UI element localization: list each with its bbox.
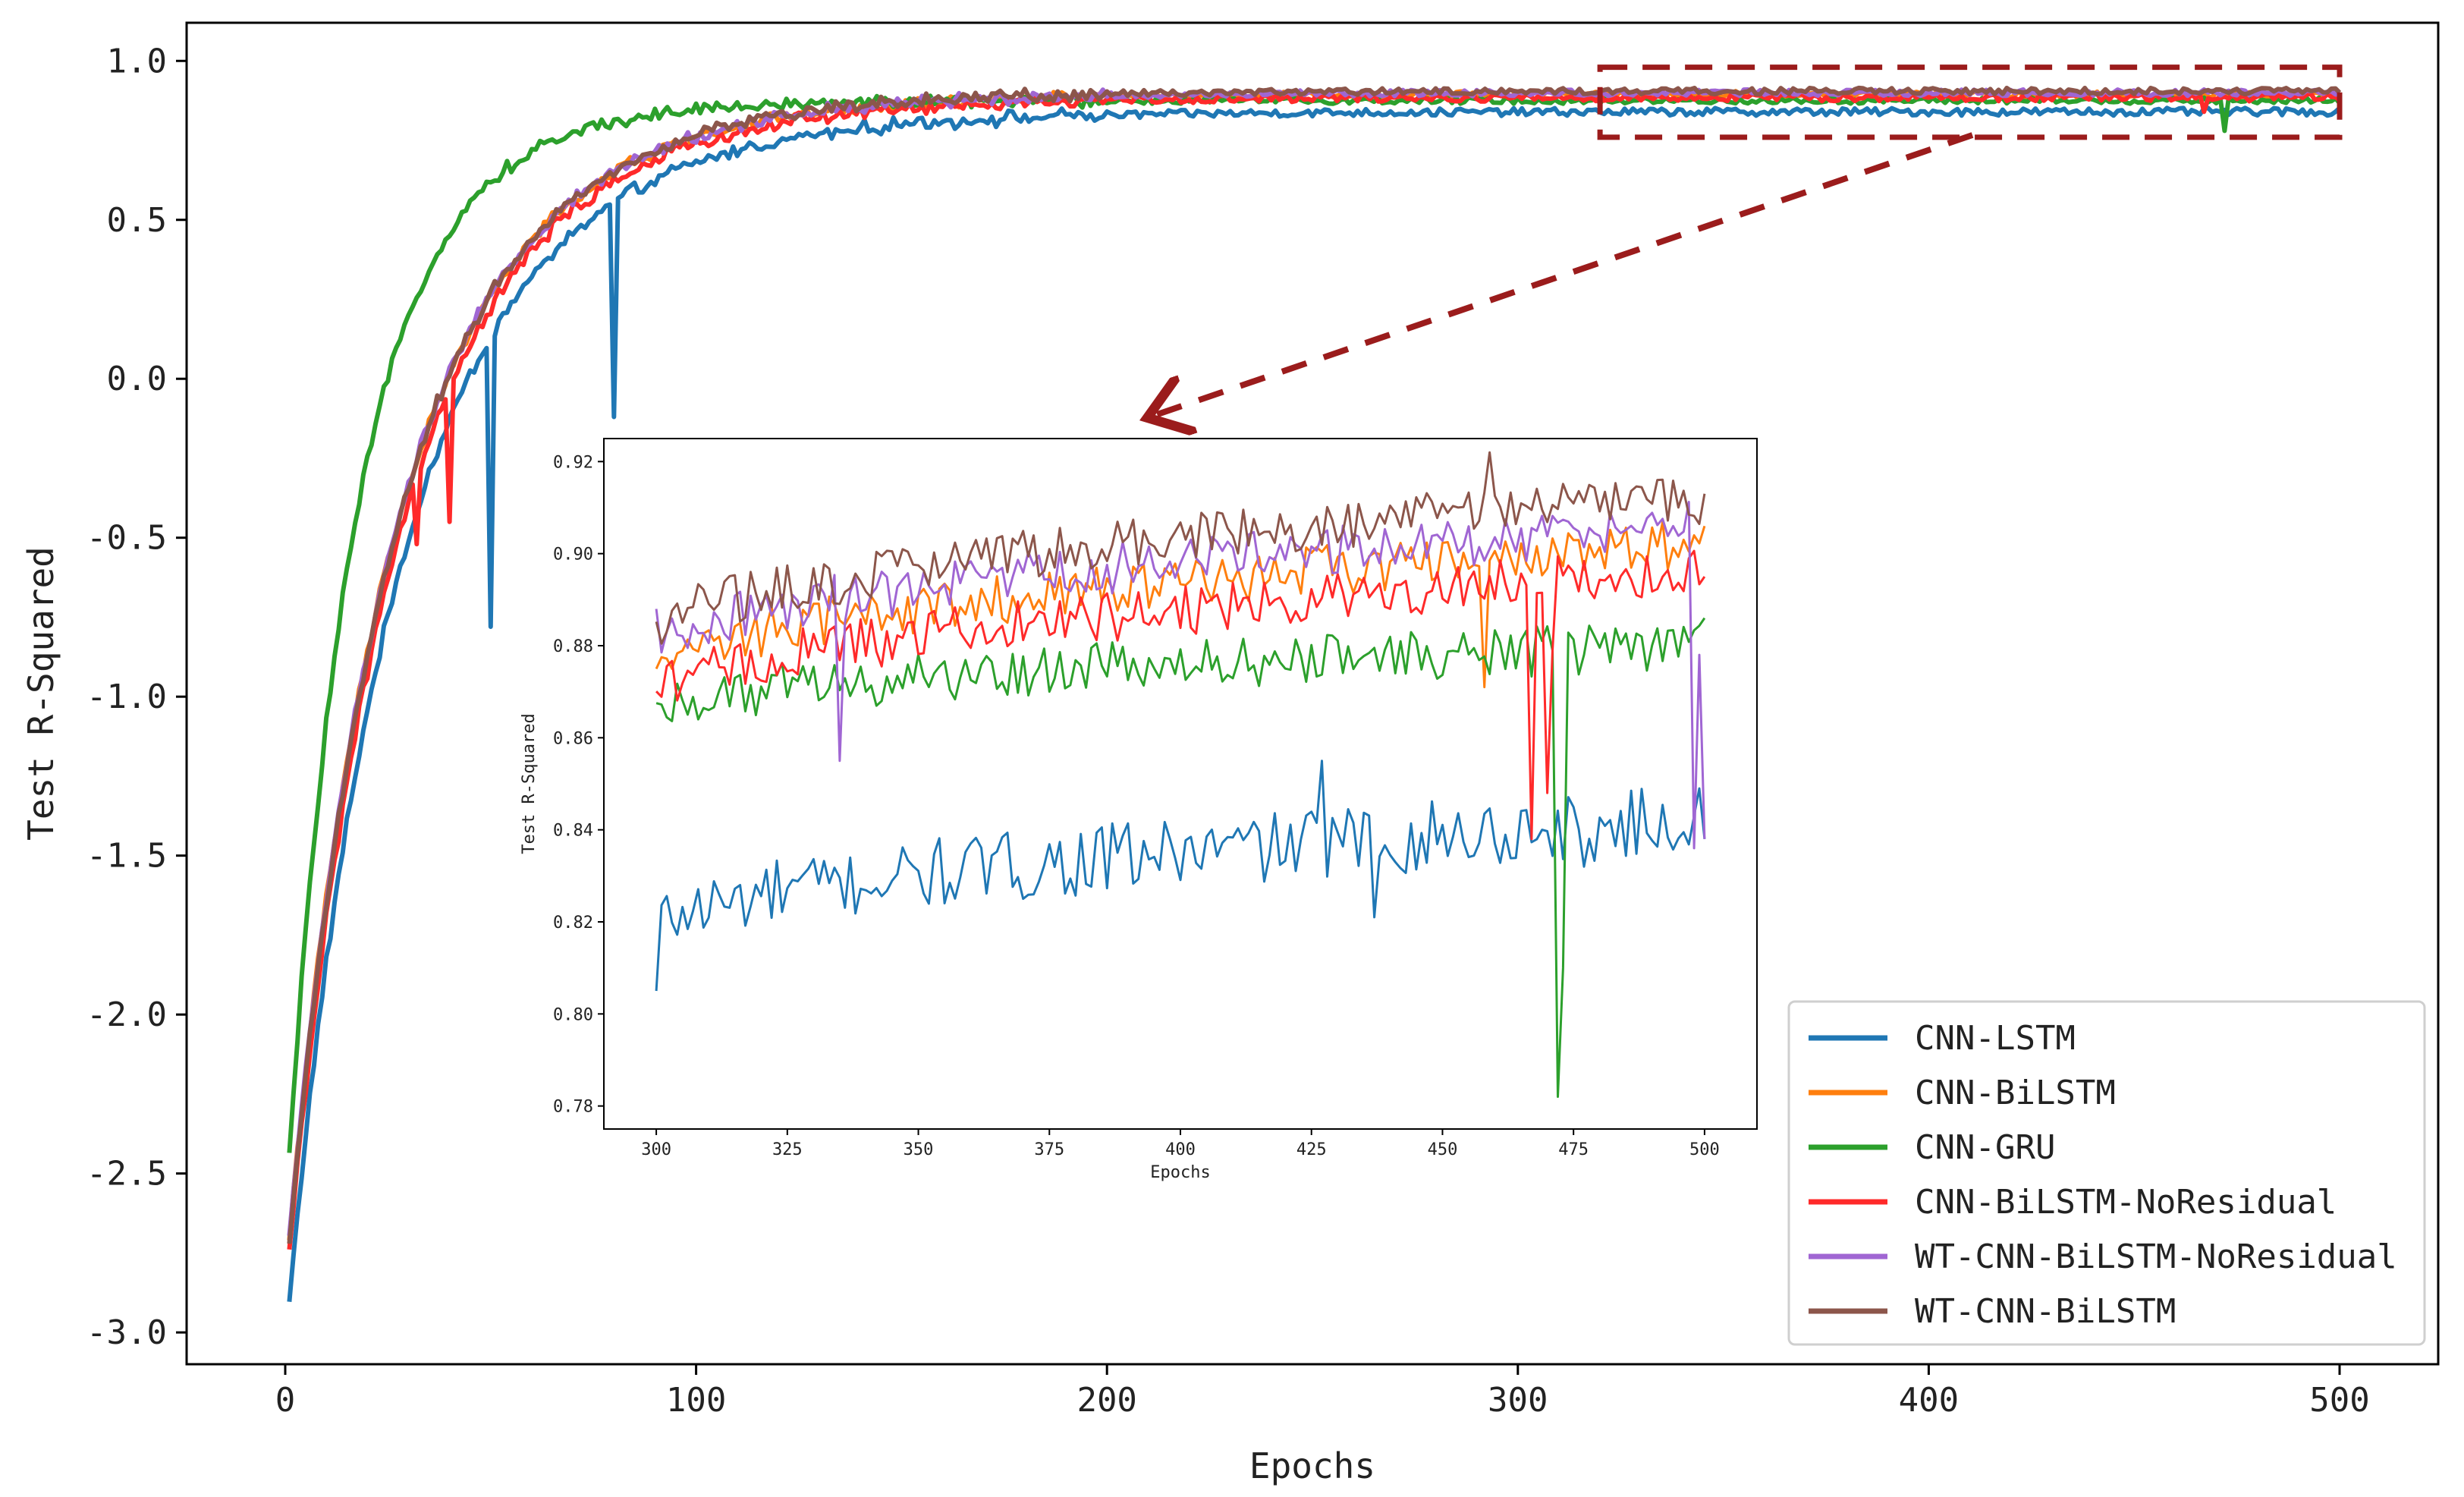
main-series-line-cnn-lstm [287, 105, 2342, 1302]
inset-x-tick-label: 325 [772, 1140, 803, 1159]
inset-x-tick-label: 400 [1165, 1140, 1196, 1159]
inset-y-tick-label: 0.84 [553, 822, 593, 841]
inset-y-tick-label: 0.88 [553, 637, 593, 656]
inset-frame [603, 438, 1758, 1130]
main-x-tick-label: 400 [1899, 1381, 1959, 1420]
main-series-line-wt-cnn-bilstm [287, 85, 2342, 1244]
zoom-arrow [1153, 132, 1974, 416]
inset-x-tick-label: 375 [1034, 1140, 1064, 1159]
inset-y-tick-label: 0.82 [553, 914, 593, 932]
legend-box [1787, 1000, 2426, 1346]
inset-y-tick-label: 0.92 [553, 453, 593, 472]
legend-entry-label: WT-CNN-BiLSTM [1915, 1292, 2176, 1331]
main-series-line-cnn-bilstm-noresidual [287, 91, 2341, 1250]
inset-x-tick-label: 475 [1558, 1140, 1589, 1159]
main-x-tick-label: 200 [1076, 1381, 1136, 1420]
legend-entry-label: CNN-GRU [1915, 1128, 2055, 1167]
inset-series-line-wt-cnn-bilstm-noresidual [655, 501, 1706, 850]
main-x-tick-label: 100 [666, 1381, 726, 1420]
main-y-tick-label: 0.0 [107, 360, 167, 398]
main-x-axis-label: Epochs [1249, 1445, 1375, 1486]
inset-series-line-cnn-lstm [655, 760, 1706, 992]
main-x-tick-label: 300 [1488, 1381, 1548, 1420]
inset-x-tick-label: 350 [904, 1140, 934, 1159]
main-x-tick-label: 500 [2309, 1381, 2369, 1420]
legend-entry-label: WT-CNN-BiLSTM-NoResidual [1915, 1238, 2397, 1276]
inset-y-tick-label: 0.86 [553, 729, 593, 748]
legend: CNN-LSTM CNN-BiLSTM CNN-GRU CNN-BiLSTM-NoRe… [1809, 1019, 2397, 1331]
inset-series-line-cnn-gru [655, 617, 1706, 1098]
main-y-tick-label: 1.0 [107, 42, 167, 80]
main-y-tick-label: -3.0 [86, 1313, 167, 1352]
inset-series-line-wt-cnn-bilstm [655, 451, 1706, 645]
main-x-tick-label: 0 [275, 1381, 296, 1420]
inset-ticks: 300 325 350 375 400 425 450 475 500 0.92 0.90 0.88 0… [553, 453, 1720, 1159]
inset-series-line-cnn-bilstm-noresidual [655, 549, 1706, 841]
legend-entry-label: CNN-BiLSTM-NoResidual [1915, 1183, 2337, 1222]
inset-y-tick-label: 0.90 [553, 546, 593, 565]
main-y-tick-label: -2.5 [86, 1155, 167, 1194]
main-y-axis-label: Test R-Squared [20, 546, 61, 841]
main-y-tick-label: 0.5 [107, 201, 167, 240]
zoom-highlight-box [1597, 64, 2343, 140]
main-y-tick-label: -0.5 [86, 519, 167, 558]
inset-y-tick-label: 0.78 [553, 1098, 593, 1117]
inset-series [655, 451, 1706, 1098]
main-y-tick-label: -1.0 [86, 678, 167, 716]
legend-entry-label: CNN-LSTM [1915, 1019, 2076, 1058]
inset-x-tick-label: 500 [1689, 1140, 1720, 1159]
legend-entry-label: CNN-BiLSTM [1915, 1074, 2116, 1112]
main-y-tick-label: -1.5 [86, 837, 167, 876]
inset-x-tick-label: 425 [1296, 1140, 1327, 1159]
inset-y-tick-label: 0.80 [553, 1005, 593, 1024]
main-series [287, 85, 2342, 1302]
inset-y-axis-label: Test R-Squared [520, 713, 539, 854]
main-ticks: 0 100 200 300 400 500 1.0 0.5 0.0 -0.5 -1.0 -1.5 -2.… [86, 42, 2370, 1420]
inset-x-axis-label: Epochs [1150, 1163, 1210, 1182]
inset-x-tick-label: 450 [1428, 1140, 1458, 1159]
main-y-tick-label: -2.0 [86, 995, 167, 1034]
inset-x-tick-label: 300 [641, 1140, 671, 1159]
